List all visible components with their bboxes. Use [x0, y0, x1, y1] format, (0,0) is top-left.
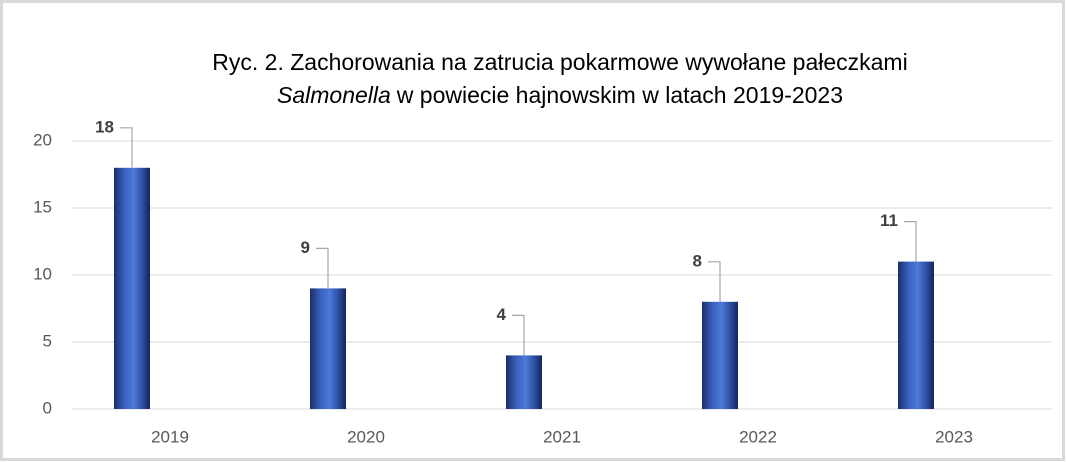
bar — [898, 261, 934, 409]
y-tick-label: 10 — [33, 264, 52, 283]
data-label: 9 — [301, 238, 310, 257]
y-tick-label: 0 — [43, 398, 52, 417]
data-label: 11 — [880, 211, 898, 230]
data-label: 18 — [95, 117, 114, 136]
leader-line — [708, 261, 721, 302]
chart-title: Ryc. 2. Zachorowania na zatrucia pokarmo… — [212, 49, 907, 75]
chart-title-italic: Salmonella — [277, 82, 391, 108]
x-tick-label: 2021 — [543, 427, 581, 446]
x-tick-label: 2020 — [347, 427, 385, 446]
bar — [702, 301, 738, 409]
data-label: 8 — [693, 251, 702, 270]
leader-line — [512, 314, 525, 356]
bar — [310, 288, 346, 409]
leader-line — [316, 247, 329, 289]
bar — [506, 355, 542, 409]
y-tick-label: 15 — [33, 197, 52, 216]
leader-line — [120, 127, 133, 168]
leader-line — [904, 221, 917, 262]
chart-title-rest: w powiecie hajnowskim w latach 2019-2023 — [396, 82, 843, 108]
data-label: 4 — [497, 305, 507, 324]
x-tick-label: 2022 — [739, 427, 777, 446]
chart-title: Salmonella w powiecie hajnowskim w latach… — [277, 82, 843, 108]
y-tick-label: 20 — [33, 130, 52, 149]
x-tick-label: 2019 — [151, 427, 189, 446]
x-tick-label: 2023 — [935, 427, 973, 446]
bar — [114, 167, 150, 409]
y-tick-label: 5 — [43, 331, 52, 350]
